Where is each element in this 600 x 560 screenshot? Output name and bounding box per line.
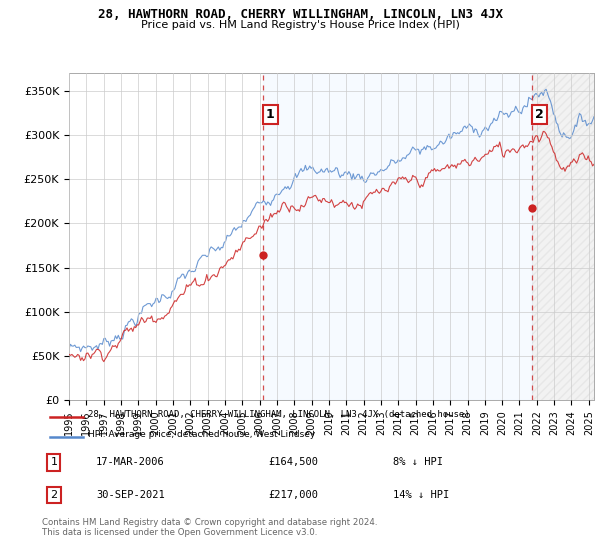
Text: HPI: Average price, detached house, West Lindsey: HPI: Average price, detached house, West… — [88, 430, 315, 438]
Text: 2: 2 — [50, 490, 58, 500]
Text: 28, HAWTHORN ROAD, CHERRY WILLINGHAM, LINCOLN, LN3 4JX: 28, HAWTHORN ROAD, CHERRY WILLINGHAM, LI… — [97, 8, 503, 21]
Text: £217,000: £217,000 — [269, 490, 319, 500]
Text: 28, HAWTHORN ROAD, CHERRY WILLINGHAM, LINCOLN, LN3 4JX (detached house): 28, HAWTHORN ROAD, CHERRY WILLINGHAM, LI… — [88, 410, 470, 419]
Text: 1: 1 — [266, 108, 275, 121]
Text: 17-MAR-2006: 17-MAR-2006 — [96, 458, 165, 468]
Text: 1: 1 — [50, 458, 58, 468]
Text: Price paid vs. HM Land Registry's House Price Index (HPI): Price paid vs. HM Land Registry's House … — [140, 20, 460, 30]
Text: 8% ↓ HPI: 8% ↓ HPI — [393, 458, 443, 468]
Text: 14% ↓ HPI: 14% ↓ HPI — [393, 490, 449, 500]
Text: Contains HM Land Registry data © Crown copyright and database right 2024.
This d: Contains HM Land Registry data © Crown c… — [42, 518, 377, 538]
Bar — [263, 73, 532, 400]
Text: 30-SEP-2021: 30-SEP-2021 — [96, 490, 165, 500]
Text: 2: 2 — [535, 108, 544, 121]
Bar — [532, 73, 594, 400]
Text: £164,500: £164,500 — [269, 458, 319, 468]
